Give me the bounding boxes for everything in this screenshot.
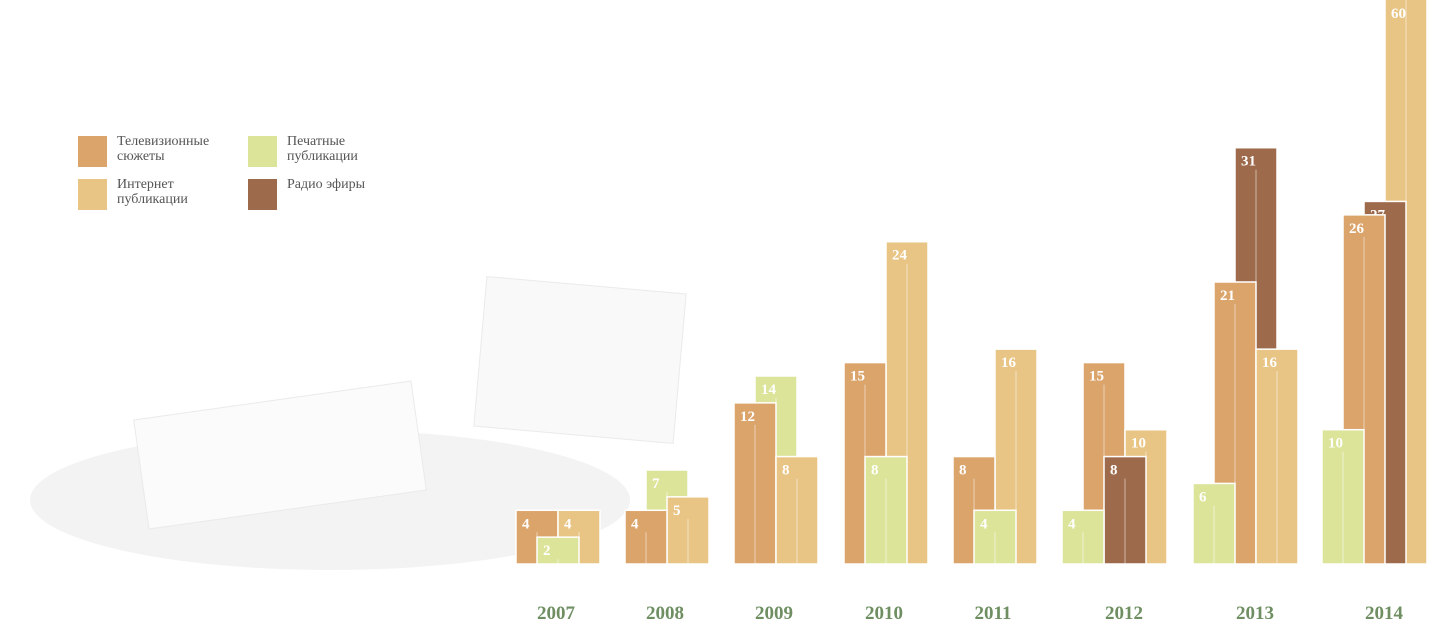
value-label: 5 xyxy=(673,503,681,519)
value-label: 15 xyxy=(850,369,865,385)
value-label: 4 xyxy=(631,516,639,532)
legend-item: Интернет публикации xyxy=(78,177,237,210)
legend-swatch xyxy=(248,136,277,167)
value-label: 26 xyxy=(1349,221,1365,237)
legend-swatch xyxy=(248,179,277,210)
legend-item: Печатные публикации xyxy=(248,134,407,167)
legend-item: Телевизионные сюжеты xyxy=(78,134,237,167)
x-tick-label: 2012 xyxy=(1105,603,1143,623)
legend-label: Телевизионные сюжеты xyxy=(117,134,210,164)
value-label: 8 xyxy=(1110,463,1118,479)
x-tick-label: 2014 xyxy=(1365,603,1404,623)
legend-label: Интернет публикации xyxy=(117,177,188,207)
legend-label: Радио эфиры xyxy=(287,177,366,192)
value-label: 4 xyxy=(1068,516,1076,532)
value-label: 8 xyxy=(959,463,967,479)
value-label: 8 xyxy=(782,463,790,479)
value-label: 16 xyxy=(1262,355,1278,371)
value-label: 14 xyxy=(761,382,777,398)
value-label: 31 xyxy=(1241,154,1256,170)
value-label: 12 xyxy=(740,409,755,425)
value-label: 16 xyxy=(1001,355,1017,371)
value-label: 6 xyxy=(1199,489,1207,505)
illustration-shadow xyxy=(30,430,630,570)
illustration-page xyxy=(473,276,687,444)
value-label: 4 xyxy=(564,516,572,532)
x-tick-label: 2011 xyxy=(975,603,1012,623)
x-tick-label: 2010 xyxy=(865,603,903,623)
value-label: 60 xyxy=(1391,6,1406,22)
value-label: 2 xyxy=(543,543,551,559)
x-tick-label: 2007 xyxy=(537,603,576,623)
value-label: 4 xyxy=(980,516,988,532)
illustration-page xyxy=(133,380,427,530)
illustration xyxy=(30,276,687,570)
value-label: 10 xyxy=(1131,436,1146,452)
x-tick-label: 2013 xyxy=(1236,603,1274,623)
value-label: 4 xyxy=(522,516,530,532)
value-label: 24 xyxy=(892,248,908,264)
x-tick-label: 2009 xyxy=(755,603,793,623)
legend-swatch xyxy=(78,179,107,210)
value-label: 10 xyxy=(1328,436,1343,452)
legend-item: Радио эфиры xyxy=(248,177,407,210)
value-label: 7 xyxy=(652,476,660,492)
value-label: 15 xyxy=(1089,369,1104,385)
x-tick-label: 2008 xyxy=(646,603,684,623)
legend-swatch xyxy=(78,136,107,167)
value-label: 21 xyxy=(1220,288,1235,304)
value-label: 8 xyxy=(871,463,879,479)
legend-label: Печатные публикации xyxy=(287,134,358,164)
